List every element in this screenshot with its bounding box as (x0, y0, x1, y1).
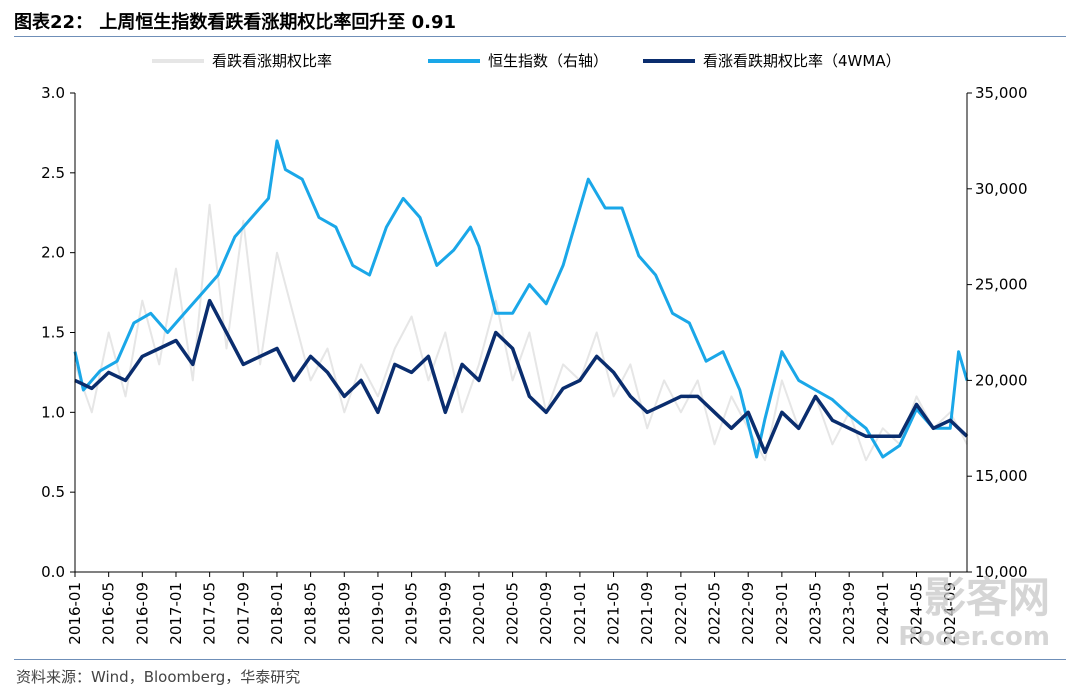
y-right-tick-label: 20,000 (975, 371, 1028, 389)
title-rule (14, 36, 1066, 37)
y-left-tick-label: 2.5 (41, 164, 65, 182)
x-tick-label: 2020-09 (537, 582, 555, 645)
x-tick-label: 2021-01 (571, 582, 589, 645)
series-line-2 (73, 139, 969, 459)
y-left-tick-label: 3.0 (41, 84, 65, 102)
x-tick-label: 2024-05 (908, 582, 926, 645)
x-tick-label: 2016-05 (100, 582, 118, 645)
footer-rule (14, 659, 1066, 660)
x-tick-label: 2022-01 (672, 582, 690, 645)
x-tick-label: 2018-09 (335, 582, 353, 645)
y-right-tick-label: 10,000 (975, 563, 1028, 581)
x-tick-label: 2021-09 (638, 582, 656, 645)
axes: 0.0 0.5 1.0 1.5 2.0 2.5 3.0 10,000 15,000 20,000 2… (41, 84, 1027, 645)
x-tick-label: 2019-05 (403, 582, 421, 645)
source-note: 资料来源：Wind，Bloomberg，华泰研究 (16, 668, 301, 686)
x-tick-label: 2018-05 (302, 582, 320, 645)
x-tick-label: 2022-05 (706, 582, 724, 645)
x-tick-label: 2023-09 (840, 582, 858, 645)
y-left-tick-label: 2.0 (41, 244, 65, 262)
x-tick-label: 2018-01 (268, 582, 286, 645)
x-tick-label: 2022-09 (739, 582, 757, 645)
y-right-tick-label: 15,000 (975, 467, 1028, 485)
y-left-tick-label: 1.5 (41, 324, 65, 342)
legend-label-2: 恒生指数（右轴） (488, 52, 608, 70)
y-left-tick-label: 1.0 (41, 403, 65, 421)
watermark-main: 影客网 (924, 573, 1050, 622)
watermark: 影客网 Pooer.com (898, 573, 1050, 652)
x-tick-label: 2019-01 (369, 582, 387, 645)
x-tick-label: 2017-09 (234, 582, 252, 645)
y-right-tick-label: 35,000 (975, 84, 1028, 102)
x-tick-label: 2016-01 (66, 582, 84, 645)
legend: 看跌看涨期权比率 恒生指数（右轴） 看涨看跌期权比率（4WMA） (152, 52, 901, 70)
x-tick-label: 2021-05 (605, 582, 623, 645)
x-tick-label: 2023-05 (807, 582, 825, 645)
x-tick-label: 2016-09 (133, 582, 151, 645)
x-tick-label: 2024-01 (874, 582, 892, 645)
series-line-3 (74, 298, 969, 455)
x-tick-label: 2024-09 (941, 582, 959, 645)
x-tick-label: 2020-01 (470, 582, 488, 645)
legend-label-1: 看跌看涨期权比率 (212, 52, 332, 70)
watermark-sub: Pooer.com (898, 622, 1050, 652)
y-right-tick-label: 30,000 (975, 180, 1028, 198)
y-left-tick-label: 0.0 (41, 563, 65, 581)
x-tick-label: 2023-01 (773, 582, 791, 645)
y-right-tick-label: 25,000 (975, 276, 1028, 294)
chart-title: 图表22： 上周恒生指数看跌看涨期权比率回升至 0.91 (14, 12, 456, 33)
x-tick-label: 2019-09 (436, 582, 454, 645)
legend-label-3: 看涨看跌期权比率（4WMA） (703, 52, 901, 70)
x-tick-label: 2017-01 (167, 582, 185, 645)
x-tick-label: 2017-05 (201, 582, 219, 645)
x-tick-label: 2020-05 (504, 582, 522, 645)
plot-area (73, 139, 969, 462)
y-left-tick-label: 0.5 (41, 483, 65, 501)
